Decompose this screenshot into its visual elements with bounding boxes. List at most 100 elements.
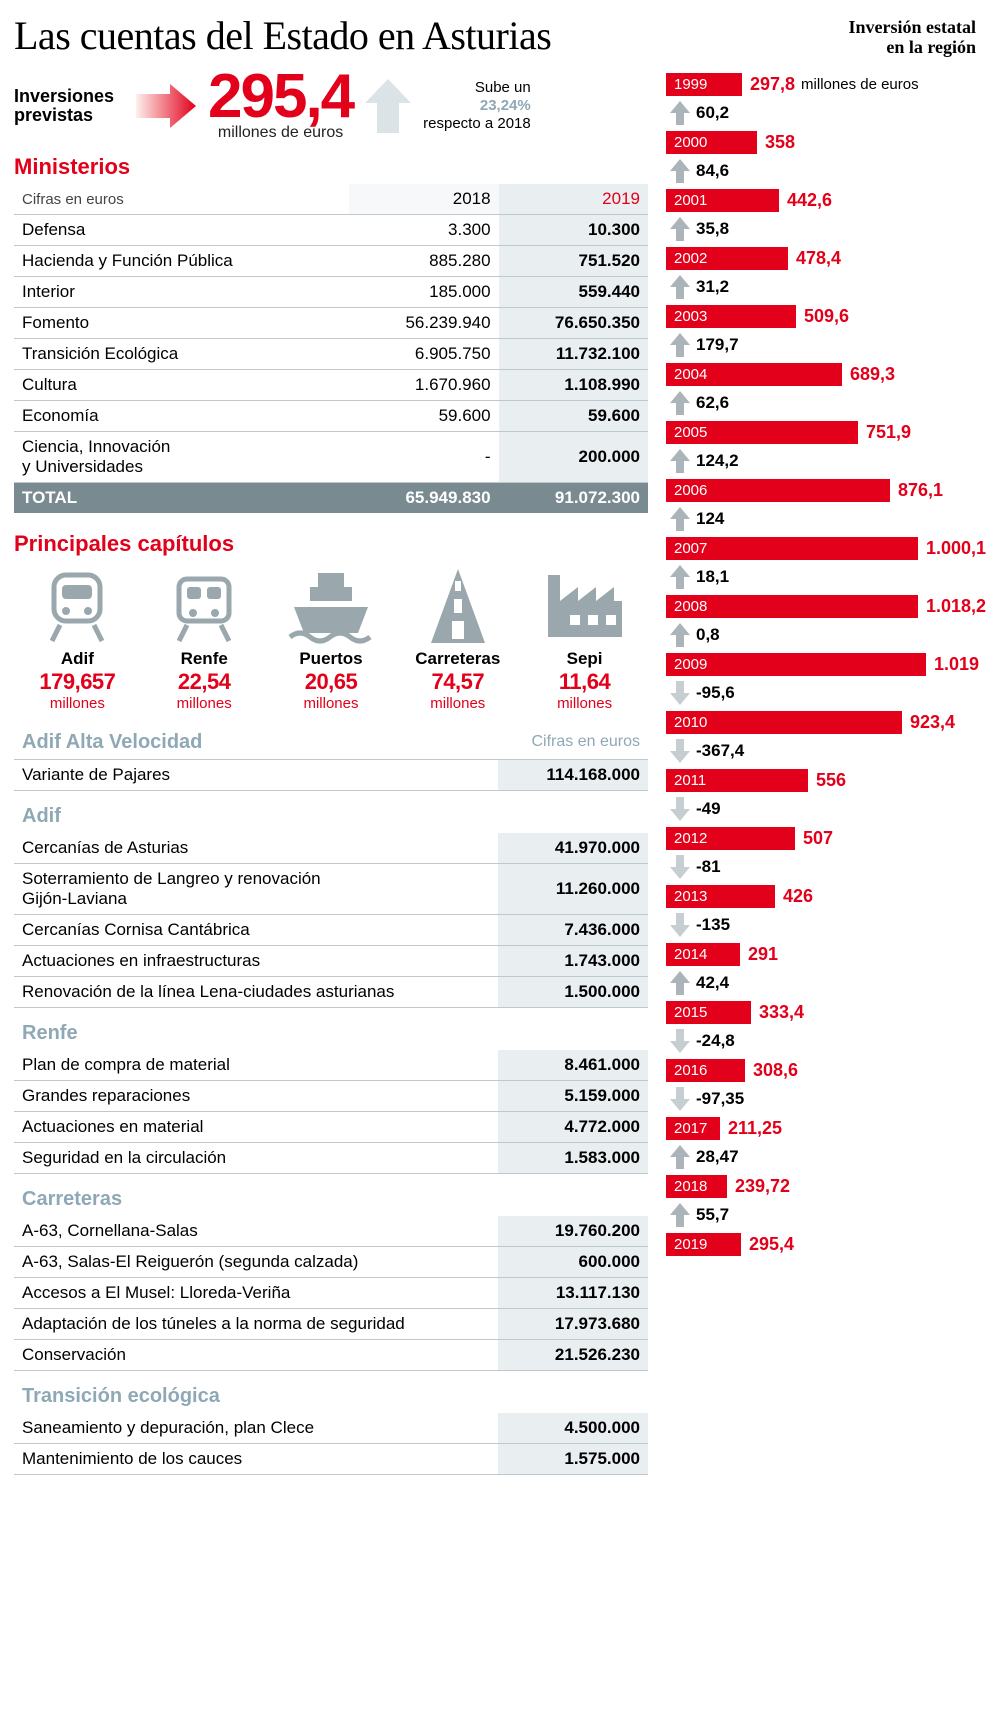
timeline-year-2004: 2004689,362,6 xyxy=(666,361,986,417)
timeline-year-2001: 2001442,635,8 xyxy=(666,187,986,243)
ministerios-heading: Ministerios xyxy=(14,154,648,180)
detail-section-title: Carreteras xyxy=(14,1174,648,1216)
timeline-value: 295,4 xyxy=(749,1234,794,1255)
timeline-diff: -49 xyxy=(696,799,721,819)
arrow-up-icon xyxy=(670,159,690,183)
ministry-2019: 11.732.100 xyxy=(499,338,648,369)
ministry-2019: 10.300 xyxy=(499,214,648,245)
arrow-down-icon xyxy=(670,1087,690,1111)
detail-row-name: Plan de compra de material xyxy=(14,1050,498,1081)
ministry-2019: 200.000 xyxy=(499,431,648,482)
arrow-up-icon xyxy=(670,391,690,415)
timeline-value: 751,9 xyxy=(866,422,911,443)
timeline-value: 426 xyxy=(783,886,813,907)
arrow-up-icon xyxy=(670,217,690,241)
timeline-year-2003: 2003509,6179,7 xyxy=(666,303,986,359)
timeline-diff: -24,8 xyxy=(696,1031,735,1051)
timeline-value: 876,1 xyxy=(898,480,943,501)
ministry-name: Interior xyxy=(14,276,349,307)
detail-row-value: 1.743.000 xyxy=(498,945,648,976)
detail-row-name: Conservación xyxy=(14,1339,498,1370)
arrow-right-icon xyxy=(136,84,196,128)
timeline-diff: -81 xyxy=(696,857,721,877)
timeline-value: 689,3 xyxy=(850,364,895,385)
hero-unit: millones de euros xyxy=(208,124,353,142)
timeline-bar: 2007 xyxy=(666,537,918,560)
ministry-name: Transición Ecológica xyxy=(14,338,349,369)
detail-row-name: Cercanías de Asturias xyxy=(14,833,498,864)
chapter-unit: millones xyxy=(274,695,389,712)
detail-row-value: 1.500.000 xyxy=(498,976,648,1007)
timeline-value: 556 xyxy=(816,770,846,791)
sidebar-chart-title: Inversión estatal en la región xyxy=(666,12,986,58)
ministry-2018: 59.600 xyxy=(349,400,498,431)
chapter-value: 11,64 xyxy=(527,669,642,695)
capitulos-heading: Principales capítulos xyxy=(14,531,648,557)
detail-row-name: Accesos a El Musel: Lloreda-Veriña xyxy=(14,1277,498,1308)
timeline-bar: 2006 xyxy=(666,479,890,502)
capitulos-row: Adif179,657millonesRenfe22,54millonesPue… xyxy=(14,567,648,712)
col-2019-header: 2019 xyxy=(499,184,648,215)
timeline-value: 509,6 xyxy=(804,306,849,327)
timeline-value: 308,6 xyxy=(753,1060,798,1081)
ministry-2019: 1.108.990 xyxy=(499,369,648,400)
chapter-adif: Adif179,657millones xyxy=(14,567,141,712)
col-2018-header: 2018 xyxy=(349,184,498,215)
ministry-name: Ciencia, Innovacióny Universidades xyxy=(14,431,349,482)
timeline-year-2018: 2018239,7255,7 xyxy=(666,1173,986,1229)
ministerios-table: Cifras en euros 2018 2019 Defensa3.30010… xyxy=(14,184,648,513)
chapter-name: Puertos xyxy=(274,649,389,669)
timeline-bar: 2013 xyxy=(666,885,775,908)
timeline-bar: 2016 xyxy=(666,1059,745,1082)
detail-row-value: 41.970.000 xyxy=(498,833,648,864)
chapter-name: Renfe xyxy=(147,649,262,669)
chapter-renfe: Renfe22,54millones xyxy=(141,567,268,712)
timeline-year-2015: 2015333,4-24,8 xyxy=(666,999,986,1055)
timeline-diff: -135 xyxy=(696,915,730,935)
ministry-name: Defensa xyxy=(14,214,349,245)
ministry-2018: 6.905.750 xyxy=(349,338,498,369)
arrow-up-icon xyxy=(670,971,690,995)
ministry-2019: 59.600 xyxy=(499,400,648,431)
detail-cifras-label: Cifras en euros xyxy=(498,726,648,760)
timeline-bar: 2000 xyxy=(666,131,757,154)
detail-row-name: Seguridad en la circulación xyxy=(14,1142,498,1173)
chapter-value: 20,65 xyxy=(274,669,389,695)
timeline-value: 239,72 xyxy=(735,1176,790,1197)
timeline-diff: 0,8 xyxy=(696,625,720,645)
arrow-up-icon xyxy=(365,79,411,133)
arrow-up-icon xyxy=(670,507,690,531)
timeline-diff: -367,4 xyxy=(696,741,744,761)
detail-section-title: Adif Alta Velocidad xyxy=(14,726,498,760)
chapter-puertos: Puertos20,65millones xyxy=(268,567,395,712)
timeline-value: 923,4 xyxy=(910,712,955,733)
timeline-year-2000: 200035884,6 xyxy=(666,129,986,185)
timeline-bar: 1999 xyxy=(666,73,742,96)
ministry-2018: 185.000 xyxy=(349,276,498,307)
left-column: Inversiones previstas 295,4 millones de … xyxy=(14,71,648,1475)
chapter-value: 179,657 xyxy=(20,669,135,695)
detail-section-title: Adif xyxy=(14,791,648,833)
timeline-year-2014: 201429142,4 xyxy=(666,941,986,997)
timeline-bar: 2002 xyxy=(666,247,788,270)
arrow-up-icon xyxy=(670,565,690,589)
ministerios-note: Cifras en euros xyxy=(22,191,124,208)
arrow-up-icon xyxy=(670,275,690,299)
detail-row-name: Grandes reparaciones xyxy=(14,1080,498,1111)
detail-row-name: Actuaciones en material xyxy=(14,1111,498,1142)
detail-row-value: 1.583.000 xyxy=(498,1142,648,1173)
detail-table: CarreterasA-63, Cornellana-Salas19.760.2… xyxy=(14,1174,648,1371)
timeline-diff: 124,2 xyxy=(696,451,739,471)
timeline-bar: 2003 xyxy=(666,305,796,328)
timeline-year-2006: 2006876,1124 xyxy=(666,477,986,533)
timeline-diff: 42,4 xyxy=(696,973,729,993)
chapter-name: Sepi xyxy=(527,649,642,669)
detail-row-value: 114.168.000 xyxy=(498,759,648,790)
arrow-up-icon xyxy=(670,449,690,473)
hero-change: Sube un 23,24% respecto a 2018 xyxy=(423,79,531,133)
detail-row-name: Renovación de la línea Lena-ciudades ast… xyxy=(14,976,498,1007)
ministry-2019: 751.520 xyxy=(499,245,648,276)
arrow-up-icon xyxy=(670,1145,690,1169)
arrow-down-icon xyxy=(670,855,690,879)
hero-label: Inversiones previstas xyxy=(14,87,124,127)
